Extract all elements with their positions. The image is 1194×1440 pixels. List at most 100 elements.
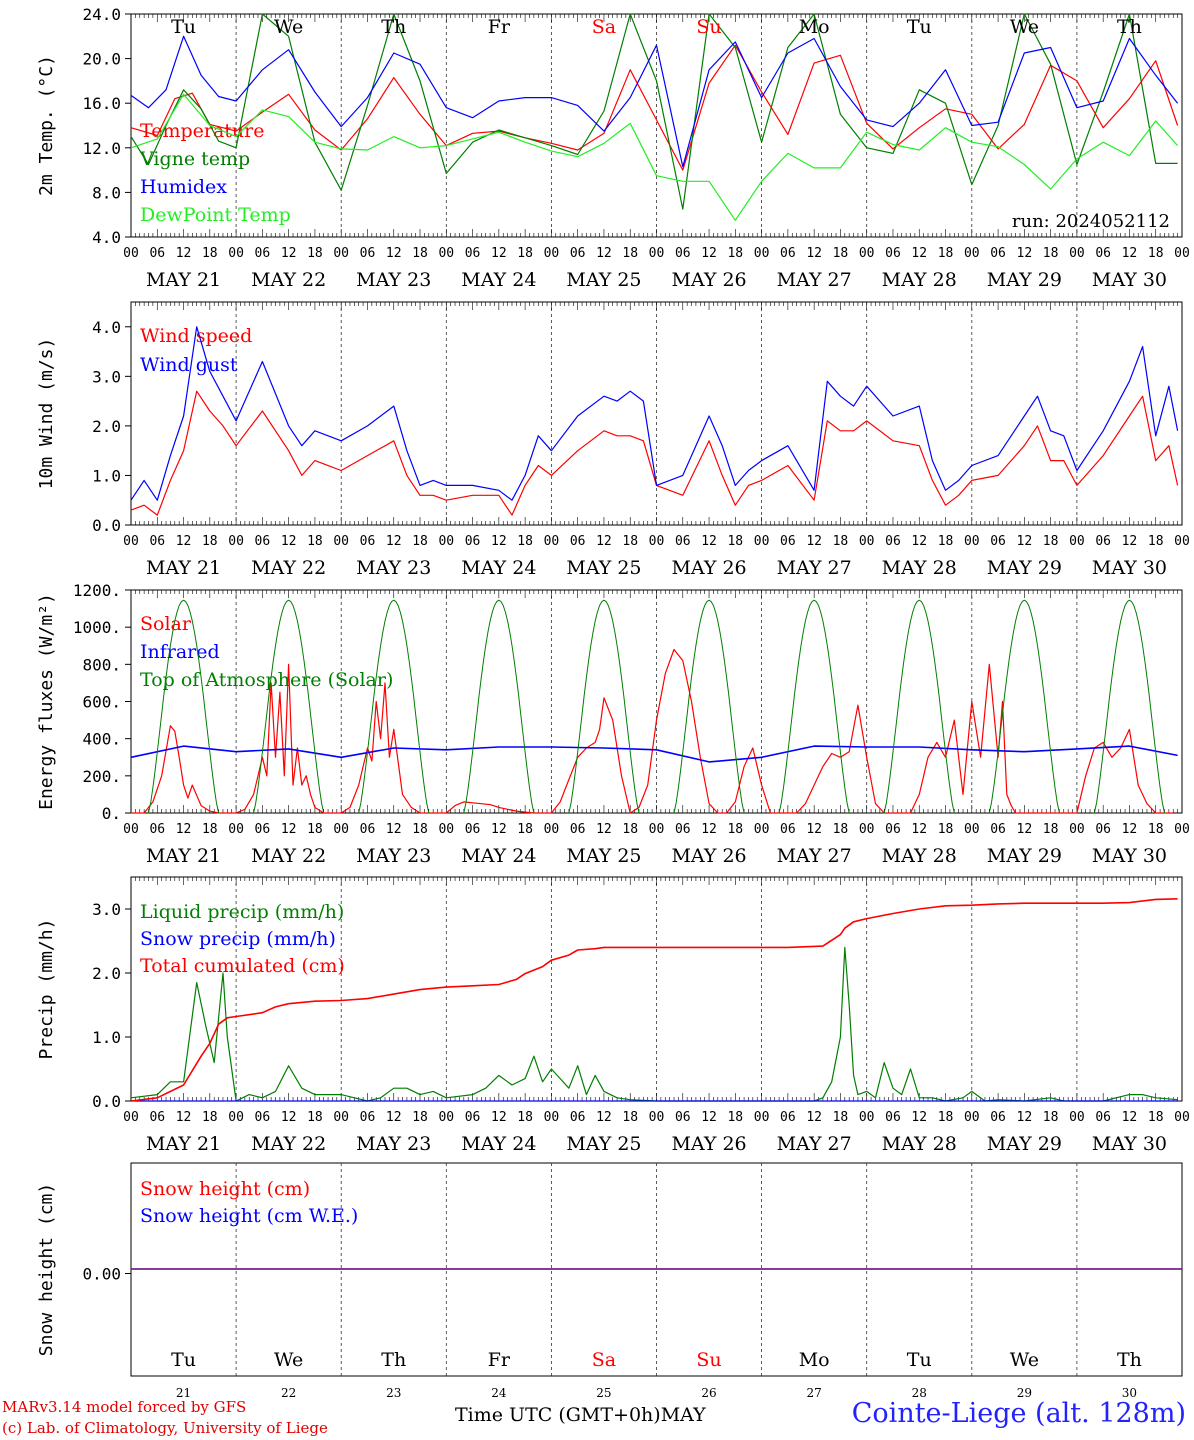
y-tick-label: 2.0 [92,964,121,983]
hour-tick-label: 00 [964,534,980,549]
series-top-of-atmosphere-solar--day [988,599,1060,814]
hour-tick-label: 00 [754,534,770,549]
hour-tick-label: 00 [438,822,454,837]
hour-tick-label: 00 [964,246,980,261]
hour-tick-label: 06 [780,534,796,549]
hour-tick-label: 12 [386,534,402,549]
hour-tick-label: 00 [964,822,980,837]
weekday-label-top: Tu [907,16,932,38]
date-label: MAY 23 [356,557,431,579]
hour-tick-label: 00 [649,1110,665,1125]
hour-tick-label: 18 [833,1110,849,1125]
hour-tick-label: 00 [228,534,244,549]
y-tick-label: 12.0 [82,139,121,158]
y-tick-label: 3.0 [92,367,121,386]
hour-tick-label: 12 [1017,534,1033,549]
hour-tick-label: 18 [622,1110,638,1125]
hour-tick-label: 12 [491,1110,507,1125]
series-top-of-atmosphere-solar--day [463,599,535,814]
hour-tick-label: 12 [596,246,612,261]
hour-tick-label: 00 [1069,822,1085,837]
hour-tick-label: 06 [1095,246,1111,261]
hour-tick-label: 00 [1069,534,1085,549]
hour-tick-label: 12 [1122,246,1138,261]
hour-tick-label: 00 [1174,246,1190,261]
date-label: MAY 25 [566,1133,641,1155]
hour-tick-label: 12 [1122,1110,1138,1125]
hour-tick-label: 06 [885,246,901,261]
hour-tick-label: 00 [438,246,454,261]
hour-tick-label: 18 [1148,246,1164,261]
hour-tick-label: 06 [570,822,586,837]
weekday-label-top: Su [696,16,721,38]
hour-tick-label: 18 [622,822,638,837]
y-tick-label: 24.0 [82,5,121,24]
date-label: MAY 25 [566,269,641,291]
hour-tick-label: 18 [307,246,323,261]
hour-tick-label: 12 [491,822,507,837]
series-total-cumulated-cm- [130,898,1178,1102]
legend-top-of-atmosphere-solar-: Top of Atmosphere (Solar) [140,669,393,691]
time-axis-label: Time UTC (GMT+0h)MAY [455,1404,706,1426]
hour-tick-label: 18 [938,246,954,261]
hour-tick-label: 00 [544,1110,560,1125]
hour-tick-label: 12 [1017,822,1033,837]
hour-tick-label: 06 [885,534,901,549]
hour-tick-label: 12 [1122,534,1138,549]
series-solar [131,648,1174,814]
hour-tick-label: 12 [596,1110,612,1125]
hour-tick-label: 12 [701,1110,717,1125]
hour-tick-label: 06 [780,1110,796,1125]
hour-tick-label: 18 [517,534,533,549]
hour-tick-label: 00 [649,534,665,549]
hour-tick-label: 18 [202,534,218,549]
hour-tick-label: 06 [990,246,1006,261]
series-temperature [130,44,1179,171]
series-top-of-atmosphere-solar--day [1093,599,1165,814]
date-label: MAY 22 [251,269,326,291]
hour-tick-label: 18 [1043,534,1059,549]
day-number-label: 24 [491,1386,507,1398]
hour-tick-label: 06 [465,1110,481,1125]
hour-tick-label: 06 [360,246,376,261]
hour-tick-label: 06 [990,534,1006,549]
date-label: MAY 21 [146,269,221,291]
y-tick-label: 400. [82,730,121,749]
series-wind-speed [130,390,1179,516]
date-label: MAY 25 [566,845,641,867]
date-label: MAY 29 [987,845,1062,867]
series-vigne-temp [130,13,1178,210]
hour-tick-label: 06 [675,822,691,837]
hour-tick-label: 06 [675,246,691,261]
hour-tick-label: 00 [333,822,349,837]
legend-total-cumulated-cm-: Total cumulated (cm) [140,955,345,977]
hour-tick-label: 12 [911,822,927,837]
hour-tick-label: 06 [570,246,586,261]
hour-tick-label: 12 [176,1110,192,1125]
series-humidex [130,35,1179,168]
series-top-of-atmosphere-solar--day [253,599,325,814]
y-axis-label-3: Precip (mm/h) [36,919,57,1060]
y-tick-label: 600. [82,693,121,712]
hour-tick-label: 06 [255,246,271,261]
hour-tick-label: 18 [517,246,533,261]
legend-snow-precip-mm-h-: Snow precip (mm/h) [140,928,336,950]
hour-tick-label: 00 [123,1110,139,1125]
hour-tick-label: 06 [1095,534,1111,549]
hour-tick-label: 00 [964,1110,980,1125]
y-tick-label: 20.0 [82,50,121,69]
weekday-label-top: Sa [592,16,616,38]
hour-tick-label: 06 [149,822,165,837]
date-label: MAY 28 [882,557,957,579]
weekday-label-top: We [1010,16,1039,38]
hour-tick-label: 12 [386,822,402,837]
legend-snow-height-cm-w-e-: Snow height (cm W.E.) [140,1205,358,1227]
date-label: MAY 23 [356,845,431,867]
hour-tick-label: 00 [649,822,665,837]
hour-tick-label: 00 [333,246,349,261]
hour-tick-label: 00 [1174,1110,1190,1125]
hour-tick-label: 00 [1069,1110,1085,1125]
hour-tick-label: 06 [885,822,901,837]
hour-tick-label: 18 [833,822,849,837]
series-top-of-atmosphere-solar--day [673,599,745,814]
